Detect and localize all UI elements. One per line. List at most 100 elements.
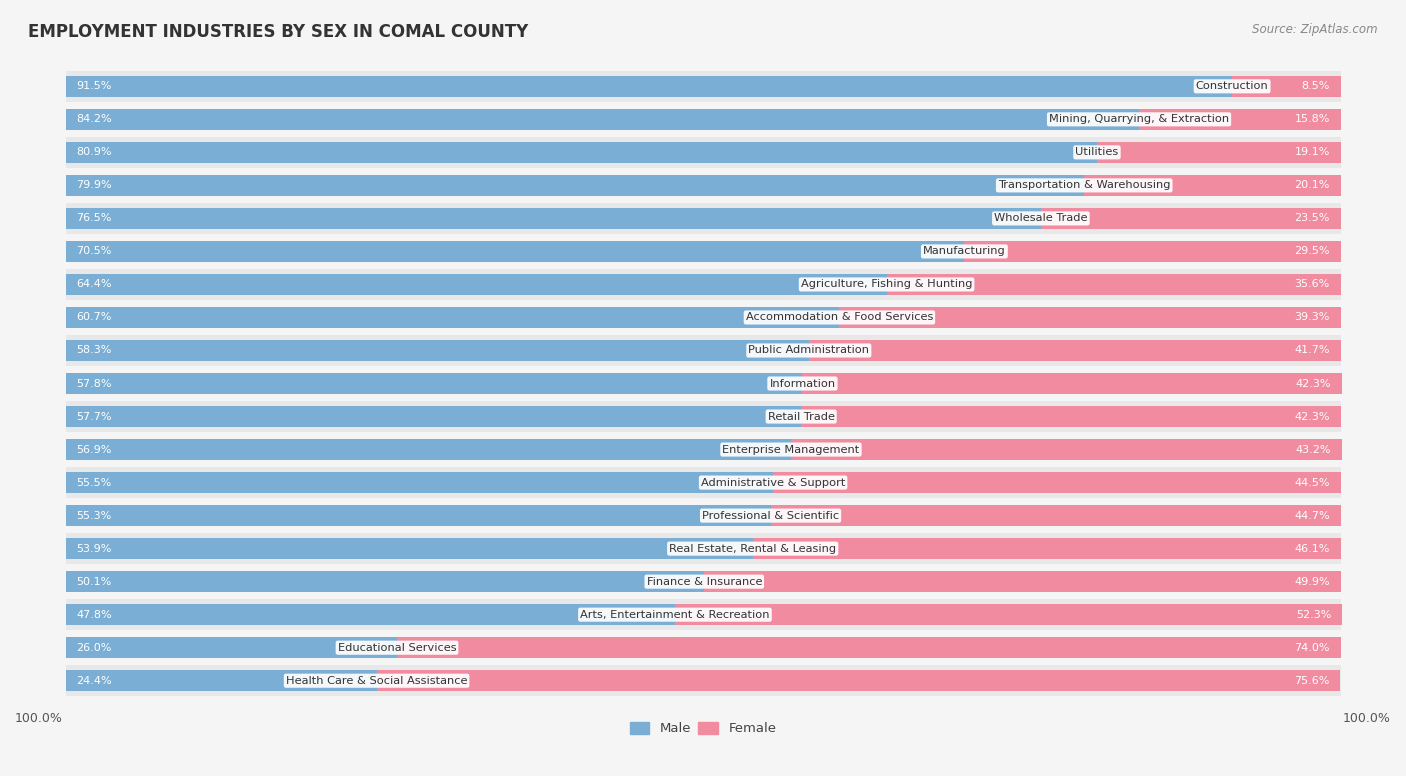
Bar	[377, 670, 1340, 691]
Text: 84.2%: 84.2%	[76, 114, 111, 124]
Bar	[1097, 142, 1340, 163]
Bar	[396, 637, 1340, 658]
Text: Enterprise Management: Enterprise Management	[723, 445, 859, 455]
Bar	[66, 571, 704, 592]
Text: EMPLOYMENT INDUSTRIES BY SEX IN COMAL COUNTY: EMPLOYMENT INDUSTRIES BY SEX IN COMAL CO…	[28, 23, 529, 41]
Bar	[66, 500, 1340, 531]
Text: 50.1%: 50.1%	[76, 577, 111, 587]
Text: 80.9%: 80.9%	[76, 147, 111, 158]
Bar	[66, 566, 1340, 598]
Bar	[66, 71, 1340, 102]
Bar	[66, 434, 1340, 465]
Bar	[66, 533, 1340, 564]
Bar	[66, 505, 770, 526]
Text: 29.5%: 29.5%	[1295, 247, 1330, 256]
Text: 15.8%: 15.8%	[1295, 114, 1330, 124]
Text: 42.3%: 42.3%	[1296, 379, 1331, 389]
Text: Real Estate, Rental & Leasing: Real Estate, Rental & Leasing	[669, 544, 837, 553]
Bar	[801, 407, 1340, 427]
Text: 57.7%: 57.7%	[76, 411, 111, 421]
Text: Retail Trade: Retail Trade	[768, 411, 835, 421]
Text: Information: Information	[769, 379, 835, 389]
Text: Transportation & Warehousing: Transportation & Warehousing	[998, 180, 1170, 190]
Text: 47.8%: 47.8%	[76, 610, 111, 620]
Text: Mining, Quarrying, & Extraction: Mining, Quarrying, & Extraction	[1049, 114, 1229, 124]
Text: Administrative & Support: Administrative & Support	[702, 477, 845, 487]
Text: 43.2%: 43.2%	[1296, 445, 1331, 455]
Text: 60.7%: 60.7%	[76, 313, 111, 323]
Text: Wholesale Trade: Wholesale Trade	[994, 213, 1088, 223]
Text: Professional & Scientific: Professional & Scientific	[702, 511, 839, 521]
Bar	[770, 505, 1340, 526]
Legend: Male, Female: Male, Female	[624, 717, 782, 741]
Text: Public Administration: Public Administration	[748, 345, 869, 355]
Bar	[808, 340, 1340, 361]
Text: 42.3%: 42.3%	[1295, 411, 1330, 421]
Bar	[66, 605, 675, 625]
Bar	[66, 637, 396, 658]
Text: Construction: Construction	[1195, 81, 1268, 92]
Bar	[66, 340, 808, 361]
Bar	[752, 539, 1340, 559]
Text: 53.9%: 53.9%	[76, 544, 111, 553]
Bar	[773, 473, 1340, 493]
Bar	[66, 670, 377, 691]
Bar	[66, 203, 1340, 234]
Bar	[66, 269, 1340, 300]
Text: 79.9%: 79.9%	[76, 180, 111, 190]
Bar	[66, 401, 1340, 432]
Text: 8.5%: 8.5%	[1302, 81, 1330, 92]
Text: 64.4%: 64.4%	[76, 279, 111, 289]
Bar	[66, 175, 1084, 196]
Text: 24.4%: 24.4%	[76, 676, 111, 686]
Text: 41.7%: 41.7%	[1295, 345, 1330, 355]
Text: 74.0%: 74.0%	[1295, 643, 1330, 653]
Text: Health Care & Social Assistance: Health Care & Social Assistance	[285, 676, 467, 686]
Text: 26.0%: 26.0%	[76, 643, 111, 653]
Text: 55.5%: 55.5%	[76, 477, 111, 487]
Bar	[675, 605, 1341, 625]
Text: 75.6%: 75.6%	[1295, 676, 1330, 686]
Text: 23.5%: 23.5%	[1295, 213, 1330, 223]
Text: 19.1%: 19.1%	[1295, 147, 1330, 158]
Text: 76.5%: 76.5%	[76, 213, 111, 223]
Text: Arts, Entertainment & Recreation: Arts, Entertainment & Recreation	[581, 610, 769, 620]
Text: 58.3%: 58.3%	[76, 345, 111, 355]
Bar	[887, 274, 1340, 295]
Bar	[66, 109, 1139, 130]
Bar	[66, 137, 1340, 168]
Bar	[66, 473, 773, 493]
Bar	[1084, 175, 1340, 196]
Bar	[66, 407, 801, 427]
Text: 56.9%: 56.9%	[76, 445, 111, 455]
Bar	[66, 632, 1340, 663]
Bar	[965, 241, 1340, 262]
Bar	[66, 104, 1340, 135]
Text: 20.1%: 20.1%	[1295, 180, 1330, 190]
Bar	[66, 665, 1340, 696]
Text: 35.6%: 35.6%	[1295, 279, 1330, 289]
Text: Source: ZipAtlas.com: Source: ZipAtlas.com	[1253, 23, 1378, 36]
Text: 52.3%: 52.3%	[1296, 610, 1331, 620]
Bar	[66, 368, 1340, 399]
Bar	[66, 208, 1040, 229]
Text: Agriculture, Fishing & Hunting: Agriculture, Fishing & Hunting	[801, 279, 973, 289]
Bar	[66, 274, 887, 295]
Bar	[66, 236, 1340, 267]
Text: Utilities: Utilities	[1076, 147, 1119, 158]
Bar	[66, 170, 1340, 201]
Bar	[66, 599, 1340, 630]
Bar	[66, 539, 752, 559]
Text: 70.5%: 70.5%	[76, 247, 111, 256]
Bar	[66, 76, 1232, 96]
Text: 39.3%: 39.3%	[1295, 313, 1330, 323]
Bar	[704, 571, 1340, 592]
Bar	[66, 302, 1340, 333]
Text: 57.8%: 57.8%	[76, 379, 111, 389]
Text: 44.5%: 44.5%	[1295, 477, 1330, 487]
Text: 91.5%: 91.5%	[76, 81, 111, 92]
Text: Manufacturing: Manufacturing	[922, 247, 1005, 256]
Text: Educational Services: Educational Services	[337, 643, 457, 653]
Bar	[839, 307, 1340, 327]
Text: 55.3%: 55.3%	[76, 511, 111, 521]
